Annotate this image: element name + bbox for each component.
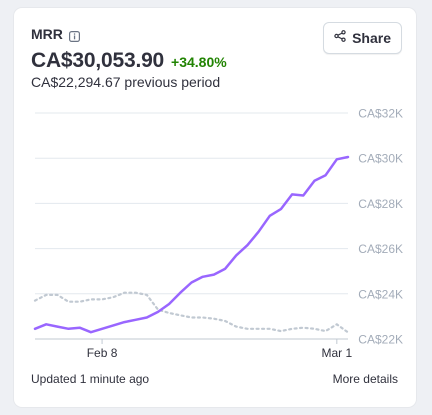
metric-value: CA$30,053.90 (31, 49, 165, 72)
share-button[interactable]: Share (323, 22, 402, 54)
series-line-previous (33, 291, 350, 334)
share-icon (334, 29, 346, 47)
series-line-current (33, 155, 350, 334)
mrr-chart: CA$22K CA$24K CA$26K CA$28K CA$30K CA$32K Feb … (33, 107, 403, 360)
delta-badge: +34.80% (171, 54, 227, 70)
y-tick-label: CA$28K (358, 197, 403, 211)
y-tick-label: CA$30K (358, 152, 403, 166)
info-icon[interactable] (68, 29, 80, 42)
x-tick-label: Mar 1 (321, 346, 352, 360)
previous-period-text: CA$22,294.67 previous period (31, 74, 221, 90)
y-tick-label: CA$32K (358, 107, 403, 121)
share-label: Share (352, 30, 391, 46)
y-tick-label: CA$24K (358, 287, 403, 301)
x-tick-label: Feb 8 (87, 346, 118, 360)
more-details-link[interactable]: More details (332, 372, 398, 386)
mrr-card: MRR CA$30,053.90 +34.80% CA$22,294.67 pr… (14, 8, 416, 407)
updated-text: Updated 1 minute ago (31, 372, 150, 386)
y-tick-label: CA$22K (358, 333, 403, 347)
value-row: CA$30,053.90 +34.80% (31, 49, 227, 73)
y-tick-label: CA$26K (358, 242, 403, 256)
title-row: MRR (31, 26, 80, 42)
metric-title: MRR (31, 26, 63, 42)
